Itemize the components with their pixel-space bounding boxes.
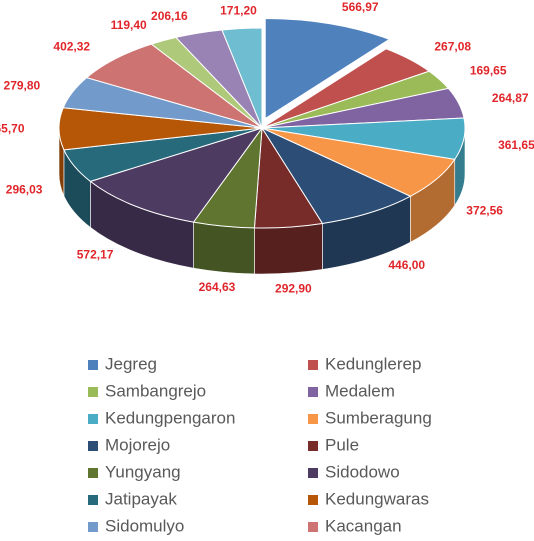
value-label: 566,97 <box>342 0 379 14</box>
legend-label: Sidodowo <box>325 462 400 481</box>
slice-side <box>254 223 323 275</box>
legend-swatch <box>88 441 98 451</box>
value-label: 206,16 <box>151 9 188 23</box>
legend-swatch <box>88 414 98 424</box>
value-label: 292,90 <box>275 282 312 296</box>
legend-swatch <box>88 495 98 505</box>
value-label: 119,40 <box>111 18 147 32</box>
value-label: 279,80 <box>4 78 41 92</box>
legend-swatch <box>308 360 318 370</box>
legend-swatch <box>88 468 98 478</box>
legend-swatch <box>308 387 318 397</box>
value-label: 267,08 <box>434 40 471 54</box>
legend-label: Medalem <box>325 381 395 400</box>
value-label: 171,20 <box>220 4 257 18</box>
legend-label: Kedungwaras <box>325 489 429 508</box>
legend-label: Kedungpengaron <box>105 408 235 427</box>
value-label: 264,63 <box>199 280 236 294</box>
legend-label: Jatipayak <box>105 489 177 508</box>
value-label: 264,87 <box>492 91 529 105</box>
legend-label: Pule <box>325 435 359 454</box>
value-label: 296,03 <box>6 182 43 196</box>
legend-swatch <box>308 495 318 505</box>
value-label: 361,65 <box>498 138 534 152</box>
value-label: 572,17 <box>77 247 114 261</box>
value-label: 372,56 <box>466 203 503 217</box>
legend-label: Sidomulyo <box>105 516 184 535</box>
legend-label: Yungyang <box>105 462 181 481</box>
slice-side <box>193 221 255 275</box>
legend-label: Kacangan <box>325 516 402 535</box>
legend-label: Sambangrejo <box>105 381 206 400</box>
legend-swatch <box>88 387 98 397</box>
value-label: 446,00 <box>388 258 425 272</box>
slice <box>221 27 263 129</box>
legend-label: Kedunglerep <box>325 354 421 373</box>
slice <box>264 18 391 120</box>
legend-swatch <box>88 360 98 370</box>
legend-swatch <box>308 468 318 478</box>
value-label: 365,70 <box>0 121 25 135</box>
legend-swatch <box>308 441 318 451</box>
value-label: 402,32 <box>53 39 90 53</box>
slice <box>89 127 264 223</box>
legend-swatch <box>308 414 318 424</box>
legend-swatch <box>88 522 98 532</box>
legend-label: Mojorejo <box>105 435 170 454</box>
slice <box>260 126 412 225</box>
legend-label: Jegreg <box>105 354 157 373</box>
legend-label: Sumberagung <box>325 408 432 427</box>
value-label: 169,65 <box>470 64 507 78</box>
legend-swatch <box>308 522 318 532</box>
